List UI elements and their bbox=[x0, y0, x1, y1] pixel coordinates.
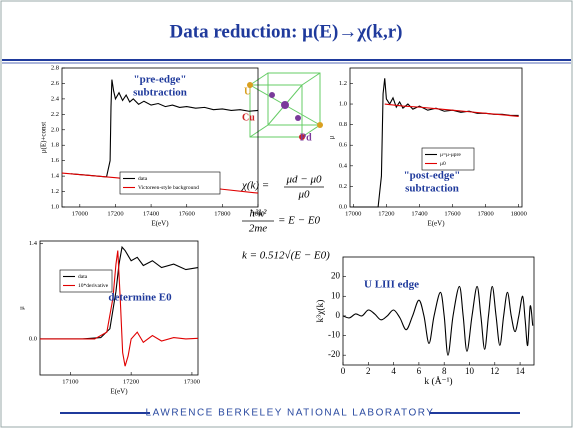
legend-box bbox=[59, 269, 113, 293]
x-tick-label: 2 bbox=[366, 366, 371, 376]
legend-label: μ0 bbox=[440, 161, 446, 167]
legend-label: 10*derivative bbox=[78, 283, 109, 289]
y-tick-label: 1.4 bbox=[29, 240, 38, 247]
x-axis-label: E(eV) bbox=[427, 220, 445, 228]
equation: μd − μ0 bbox=[286, 174, 322, 186]
y-tick-label: 0.6 bbox=[339, 142, 348, 149]
slide-title: Data reduction: μ(E)→χ(k,r) bbox=[170, 21, 403, 42]
y-tick-label: 0.0 bbox=[339, 203, 347, 210]
plot-frame bbox=[39, 240, 199, 376]
y-tick-label: 1.0 bbox=[339, 101, 347, 108]
y-tick-label: 0.2 bbox=[339, 183, 347, 190]
equation: μ0 bbox=[297, 189, 310, 201]
data-line bbox=[342, 285, 534, 356]
annotation: "pre-edge" bbox=[134, 74, 187, 86]
x-tick-label: 17100 bbox=[62, 378, 78, 385]
y-axis-label: μ bbox=[18, 306, 26, 310]
crystal-structure bbox=[247, 72, 323, 140]
footer: LAWRENCE BERKELEY NATIONAL LABORATORY bbox=[146, 408, 435, 419]
annotation: subtraction bbox=[405, 183, 459, 195]
equation: χ(k) = bbox=[241, 180, 269, 192]
annotation: "post-edge" bbox=[404, 170, 461, 182]
atom-label: U bbox=[244, 86, 251, 97]
annotation: U LIII edge bbox=[364, 279, 419, 291]
x-tick-label: 17200 bbox=[123, 378, 139, 385]
y-tick-label: 20 bbox=[331, 271, 341, 281]
x-tick-label: 17800 bbox=[477, 210, 493, 217]
y-tick-label: 2.2 bbox=[51, 111, 59, 118]
y-tick-label: 1.8 bbox=[51, 142, 59, 149]
legend-box bbox=[119, 171, 221, 195]
x-tick-label: 8 bbox=[442, 366, 447, 376]
atom-label: Cu bbox=[242, 112, 255, 123]
x-tick-label: 17000 bbox=[72, 210, 88, 217]
x-axis-label: E(eV) bbox=[151, 220, 169, 228]
legend-label: data bbox=[138, 176, 148, 182]
equation: ħ²k² bbox=[250, 208, 268, 220]
y-tick-label: 2.4 bbox=[51, 95, 60, 102]
x-tick-label: 10 bbox=[465, 366, 475, 376]
x-tick-label: 0 bbox=[341, 366, 346, 376]
equation: 2me bbox=[249, 223, 267, 235]
x-axis-label: E(eV) bbox=[110, 388, 128, 396]
y-axis-label: k³χ(k) bbox=[315, 300, 326, 323]
x-tick-label: 4 bbox=[391, 366, 396, 376]
x-axis-label: k (Å⁻¹) bbox=[424, 375, 452, 387]
data-line bbox=[40, 250, 199, 367]
x-tick-label: 18000 bbox=[511, 210, 527, 217]
plot-frame bbox=[61, 67, 259, 208]
y-tick-label: 1.2 bbox=[51, 188, 59, 195]
y-tick-label: 0.0 bbox=[29, 335, 37, 342]
legend-label: μ=μ-μpre bbox=[440, 152, 461, 158]
y-tick-label: 1.4 bbox=[51, 173, 60, 180]
x-tick-label: 17800 bbox=[214, 210, 230, 217]
x-tick-label: 17400 bbox=[411, 210, 427, 217]
y-tick-label: 2.0 bbox=[51, 126, 59, 133]
y-tick-label: 1.6 bbox=[51, 157, 60, 164]
y-axis-label: μ(E)+const bbox=[40, 122, 48, 153]
x-tick-label: 17200 bbox=[378, 210, 394, 217]
y-tick-label: 0.4 bbox=[339, 162, 348, 169]
legend-label: Victoreen-style background bbox=[138, 185, 199, 191]
x-tick-label: 17000 bbox=[345, 210, 361, 217]
y-tick-label: 2.6 bbox=[51, 80, 60, 87]
x-tick-label: 17600 bbox=[179, 210, 195, 217]
y-axis-label: μ bbox=[328, 135, 336, 139]
y-tick-label: 0 bbox=[336, 310, 341, 320]
equation: k = 0.512√(E − E0) bbox=[242, 250, 330, 262]
y-tick-label: -10 bbox=[328, 330, 340, 340]
y-tick-label: 10 bbox=[331, 290, 341, 300]
annotation: determine E0 bbox=[108, 292, 172, 304]
x-tick-label: 17300 bbox=[184, 378, 200, 385]
x-tick-label: 17400 bbox=[143, 210, 159, 217]
data-line bbox=[384, 103, 519, 117]
x-tick-label: 17200 bbox=[107, 210, 123, 217]
plot-frame bbox=[349, 67, 523, 208]
legend-label: data bbox=[78, 274, 88, 280]
legend-box bbox=[421, 147, 475, 171]
x-tick-label: 12 bbox=[490, 366, 499, 376]
y-tick-label: 0.8 bbox=[339, 121, 347, 128]
data-line bbox=[70, 79, 259, 178]
y-tick-label: -20 bbox=[328, 349, 340, 359]
x-tick-label: 14 bbox=[516, 366, 526, 376]
atom-label: Pd bbox=[300, 132, 312, 143]
x-tick-label: 6 bbox=[417, 366, 422, 376]
y-tick-label: 2.8 bbox=[51, 64, 59, 71]
y-tick-label: 1.2 bbox=[339, 80, 347, 87]
annotation: subtraction bbox=[133, 87, 187, 99]
x-tick-label: 17600 bbox=[444, 210, 460, 217]
equation: = E − E0 bbox=[278, 215, 321, 227]
y-tick-label: 1.0 bbox=[51, 203, 59, 210]
plot-frame bbox=[342, 256, 535, 366]
x-tick-label: 1800 bbox=[252, 210, 265, 217]
